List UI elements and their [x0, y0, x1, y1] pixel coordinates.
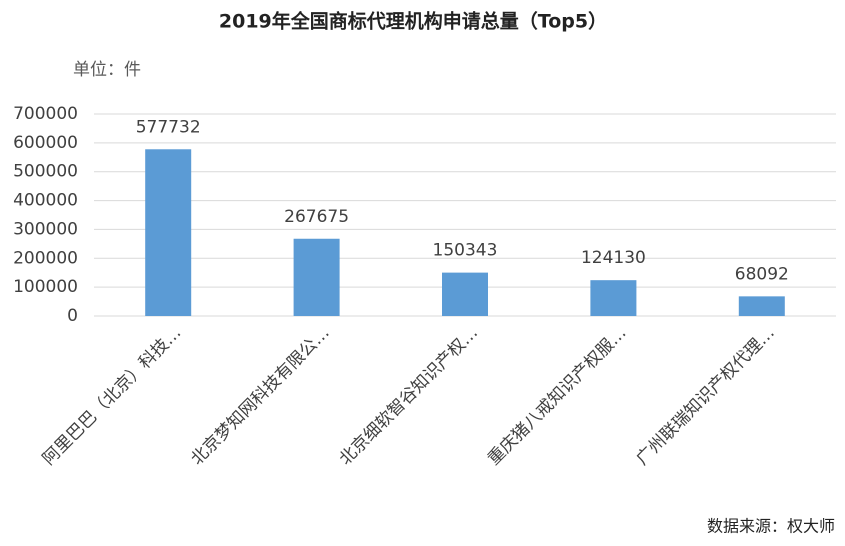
bar — [590, 280, 637, 316]
data-label: 577732 — [136, 117, 201, 137]
source-note: 数据来源：权大师 — [707, 517, 835, 536]
y-tick-label: 400000 — [13, 191, 78, 211]
y-tick-label: 500000 — [13, 162, 78, 182]
unit-label: 单位：件 — [73, 60, 141, 80]
x-tick-label: 广州联瑞知识产权代理… — [632, 323, 778, 469]
x-tick-label: 北京梦知网科技有限公… — [187, 323, 333, 469]
bar — [442, 272, 488, 316]
data-label: 68092 — [735, 264, 789, 284]
data-label: 267675 — [284, 207, 349, 227]
chart-title: 2019年全国商标代理机构申请总量（Top5） — [219, 10, 607, 33]
y-tick-label: 600000 — [13, 133, 78, 153]
y-tick-label: 0 — [67, 306, 78, 326]
data-label: 150343 — [433, 241, 498, 261]
y-tick-label: 200000 — [13, 248, 78, 268]
y-tick-label: 100000 — [13, 277, 78, 297]
y-tick-label: 700000 — [13, 104, 78, 124]
bar — [738, 296, 785, 316]
x-tick-label: 北京细软智谷知识产权… — [336, 323, 482, 469]
y-tick-label: 300000 — [13, 219, 78, 239]
bar — [145, 149, 192, 316]
x-tick-label: 阿里巴巴（北京）科技… — [39, 323, 185, 469]
bar — [293, 238, 340, 316]
data-label: 124130 — [581, 248, 646, 268]
x-tick-label: 重庆猪八戒知识产权服… — [484, 323, 630, 469]
